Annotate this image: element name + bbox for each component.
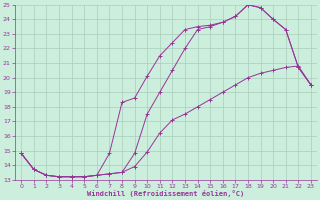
- X-axis label: Windchill (Refroidissement éolien,°C): Windchill (Refroidissement éolien,°C): [87, 190, 245, 197]
